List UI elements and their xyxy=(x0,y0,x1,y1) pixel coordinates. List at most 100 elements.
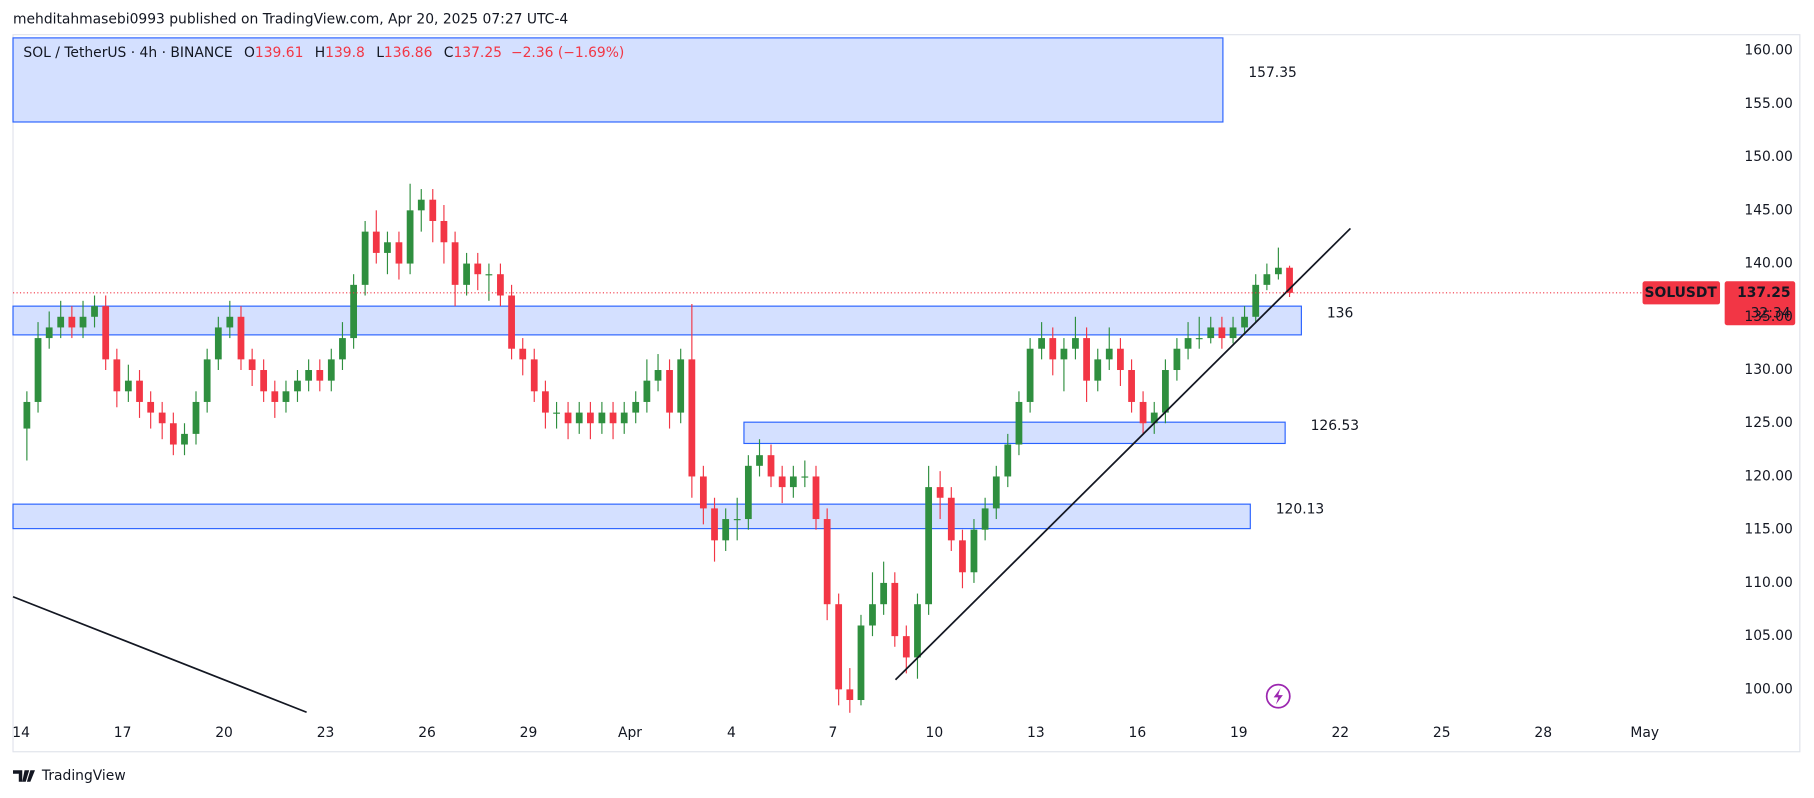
symbol-name: SOL / TetherUS · 4h · BINANCE xyxy=(23,45,232,61)
candle-body xyxy=(666,370,673,413)
candle-body xyxy=(1150,412,1158,424)
candle-body xyxy=(744,465,752,520)
candle-body xyxy=(688,359,696,477)
open-value: 139.61 xyxy=(255,45,304,61)
candle-body xyxy=(812,476,820,520)
candle-body xyxy=(282,391,290,402)
open-label: O xyxy=(244,45,255,61)
candle-body xyxy=(57,316,65,328)
candle-body xyxy=(1263,274,1271,285)
candle-body xyxy=(1218,327,1226,339)
x-tick-label: 10 xyxy=(926,725,944,741)
candle-body xyxy=(959,540,966,573)
candle-body xyxy=(1060,348,1068,360)
x-tick-label: 16 xyxy=(1129,725,1147,741)
candle-body xyxy=(654,370,662,381)
x-tick-label: May xyxy=(1630,725,1659,741)
candle-body xyxy=(789,476,797,488)
candle-body xyxy=(305,370,313,381)
x-tick-label: 29 xyxy=(520,725,538,741)
candle-body xyxy=(1195,338,1203,340)
candle-body xyxy=(429,199,437,221)
candle-body xyxy=(192,401,200,434)
candle-body xyxy=(1229,327,1237,339)
candle-body xyxy=(102,306,110,360)
candle-body xyxy=(395,242,403,264)
candle-body xyxy=(203,359,211,402)
zone-label: 157.35 xyxy=(1248,65,1296,81)
x-tick-label: 25 xyxy=(1433,725,1451,741)
candle-body xyxy=(1274,267,1282,275)
candle-body xyxy=(361,231,369,285)
candle-body xyxy=(711,508,718,541)
price-zone xyxy=(743,421,1286,445)
x-tick-label: 7 xyxy=(828,725,837,741)
candle-body xyxy=(169,423,177,445)
candle-body xyxy=(767,455,775,477)
candle-body xyxy=(801,476,809,478)
candle-body xyxy=(1015,401,1023,445)
candle-body xyxy=(260,370,268,392)
candle-body xyxy=(1105,348,1113,360)
candle-body xyxy=(474,263,482,275)
candle-body xyxy=(327,359,335,381)
candle-body xyxy=(1139,401,1147,424)
candle-body xyxy=(1083,338,1090,381)
candle-body xyxy=(1241,316,1248,328)
candle-body xyxy=(339,338,346,360)
candle-body xyxy=(598,412,606,424)
chart-frame xyxy=(12,34,1801,753)
candle-body xyxy=(1184,338,1192,349)
axes: 100.00 105.00 110.00 115.00 120.00 125.00 130.… xyxy=(12,43,1793,742)
price-zone xyxy=(12,305,1302,336)
candles xyxy=(23,183,1293,713)
candle-body xyxy=(384,242,391,253)
y-tick-label: 100.00 xyxy=(1744,681,1792,697)
candle-body xyxy=(124,380,132,392)
candle-body xyxy=(294,380,301,392)
high-value: 139.8 xyxy=(325,45,365,61)
candle-body xyxy=(497,274,504,296)
logo-mark xyxy=(13,770,35,782)
candle-body xyxy=(835,604,843,690)
candle-body xyxy=(575,412,583,424)
candle-body xyxy=(620,412,628,424)
y-tick-label: 115.00 xyxy=(1744,522,1792,538)
candle-body xyxy=(1162,370,1169,413)
x-tick-label: 13 xyxy=(1027,725,1045,741)
candle-body xyxy=(733,519,741,521)
candle-body xyxy=(914,604,921,658)
x-tick-label: 23 xyxy=(317,725,335,741)
candle-body xyxy=(45,327,53,339)
candle-body xyxy=(485,274,493,276)
lightning-icon xyxy=(1265,683,1291,709)
y-tick-label: 135.00 xyxy=(1744,309,1792,325)
price-zone xyxy=(12,37,1224,123)
y-tick-label: 150.00 xyxy=(1744,149,1792,165)
x-tick-label: 22 xyxy=(1331,725,1349,741)
x-tick-label: 17 xyxy=(114,725,132,741)
price-tag-bg xyxy=(1724,281,1796,326)
y-tick-label: 140.00 xyxy=(1744,256,1792,272)
candle-body xyxy=(350,284,358,339)
x-tick-label: Apr xyxy=(618,725,642,741)
y-tick-label: 120.00 xyxy=(1744,468,1792,484)
candle-body xyxy=(542,391,549,413)
candle-body xyxy=(214,327,222,360)
candle-body xyxy=(1004,444,1012,477)
x-tick-label: 28 xyxy=(1534,725,1552,741)
candle-body xyxy=(823,519,831,605)
candle-body xyxy=(1173,348,1181,371)
candle-body xyxy=(34,338,42,402)
candle-body xyxy=(237,316,245,360)
candle-body xyxy=(147,401,155,413)
candle-body xyxy=(902,636,910,658)
candle-body xyxy=(91,306,98,317)
candle-body xyxy=(699,476,707,509)
candle-body xyxy=(846,689,854,701)
zone-label: 136 xyxy=(1327,306,1353,322)
zone-label: 126.53 xyxy=(1311,418,1360,434)
candle-body xyxy=(417,199,425,211)
